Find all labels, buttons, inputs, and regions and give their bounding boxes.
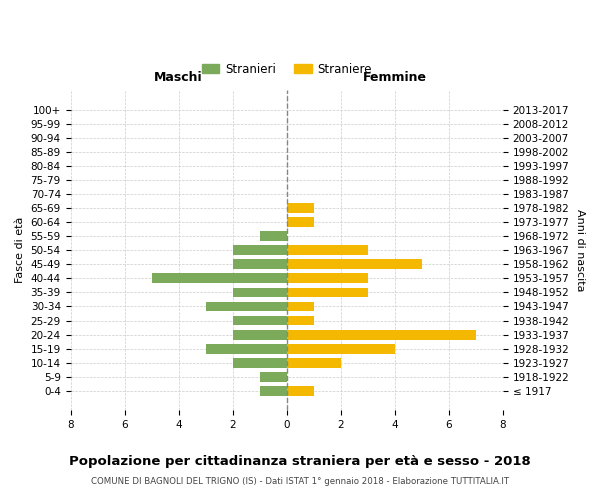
Bar	[287, 288, 368, 298]
Bar	[233, 330, 287, 340]
Text: COMUNE DI BAGNOLI DEL TRIGNO (IS) - Dati ISTAT 1° gennaio 2018 - Elaborazione TU: COMUNE DI BAGNOLI DEL TRIGNO (IS) - Dati…	[91, 478, 509, 486]
Y-axis label: Fasce di età: Fasce di età	[15, 217, 25, 284]
Bar	[152, 274, 287, 283]
Bar	[287, 246, 368, 255]
Y-axis label: Anni di nascita: Anni di nascita	[575, 209, 585, 292]
Bar	[287, 344, 395, 353]
Bar	[287, 330, 476, 340]
Bar	[287, 274, 368, 283]
Bar	[260, 386, 287, 396]
Bar	[287, 260, 422, 270]
Bar	[233, 316, 287, 326]
Bar	[206, 302, 287, 312]
Bar	[287, 358, 341, 368]
Text: Femmine: Femmine	[363, 71, 427, 84]
Bar	[287, 316, 314, 326]
Bar	[260, 372, 287, 382]
Legend: Stranieri, Straniere: Stranieri, Straniere	[197, 58, 377, 80]
Text: Popolazione per cittadinanza straniera per età e sesso - 2018: Popolazione per cittadinanza straniera p…	[69, 455, 531, 468]
Bar	[206, 344, 287, 353]
Bar	[233, 288, 287, 298]
Bar	[260, 232, 287, 241]
Bar	[287, 218, 314, 227]
Bar	[287, 302, 314, 312]
Bar	[233, 260, 287, 270]
Bar	[287, 386, 314, 396]
Text: Maschi: Maschi	[154, 71, 203, 84]
Bar	[233, 246, 287, 255]
Bar	[287, 203, 314, 213]
Bar	[233, 358, 287, 368]
